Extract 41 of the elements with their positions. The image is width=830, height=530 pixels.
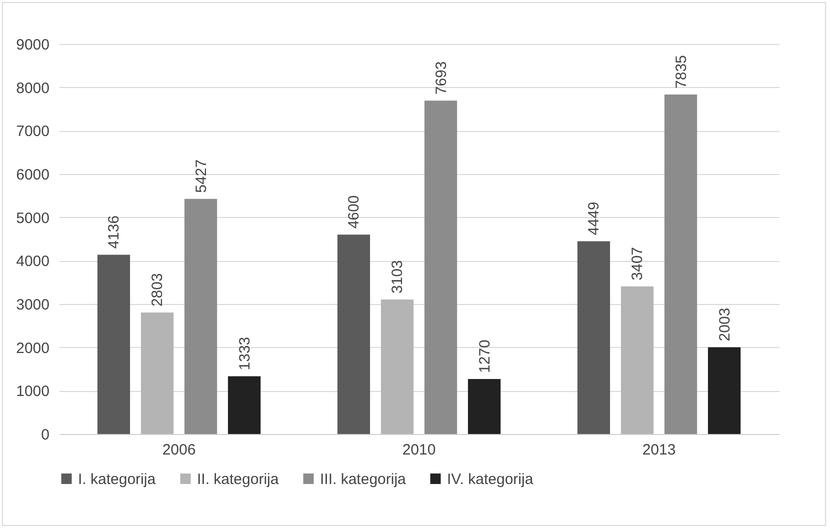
y-tick-label: 8000 [16,80,50,97]
bar [337,234,370,434]
y-tick-label: 9000 [16,36,50,54]
y-tick-label: 2000 [16,340,50,357]
legend-label: III. kategorija [320,470,407,488]
bar [664,94,698,434]
bar [140,312,174,434]
bar [468,378,501,434]
data-label: 2803 [149,273,166,307]
data-label: 3407 [629,246,646,280]
data-label: 7835 [672,55,690,88]
bar [184,198,218,434]
bar [620,286,654,434]
data-label: 4600 [346,195,363,229]
y-tick-label: 0 [41,426,50,444]
bar [97,254,130,434]
x-tick-label: 2006 [162,442,196,458]
data-label: 1333 [236,336,254,370]
bar [708,347,741,434]
data-label: 4449 [586,202,603,236]
data-label: 1270 [476,340,494,373]
bar [380,300,414,434]
data-label: 4136 [106,215,123,249]
x-tick-label: 2010 [402,442,436,458]
bar [424,100,458,434]
y-tick-label: 3000 [16,296,50,314]
y-tick-label: 1000 [16,383,50,400]
y-tick-label: 5000 [16,210,50,227]
legend-label: II. kategorija [197,470,280,488]
x-tick-label: 2013 [642,442,676,458]
bar [228,376,261,434]
data-label: 3103 [389,260,406,294]
y-tick-label: 6000 [16,166,50,184]
y-tick-label: 4000 [16,253,50,270]
data-label: 5427 [192,159,210,193]
data-label: 7693 [432,61,450,95]
bar [577,241,610,434]
y-tick-label: 7000 [16,123,50,140]
data-label: 2003 [716,308,734,342]
legend-label: IV. kategorija [447,470,534,488]
legend-label: I. kategorija [78,470,156,488]
